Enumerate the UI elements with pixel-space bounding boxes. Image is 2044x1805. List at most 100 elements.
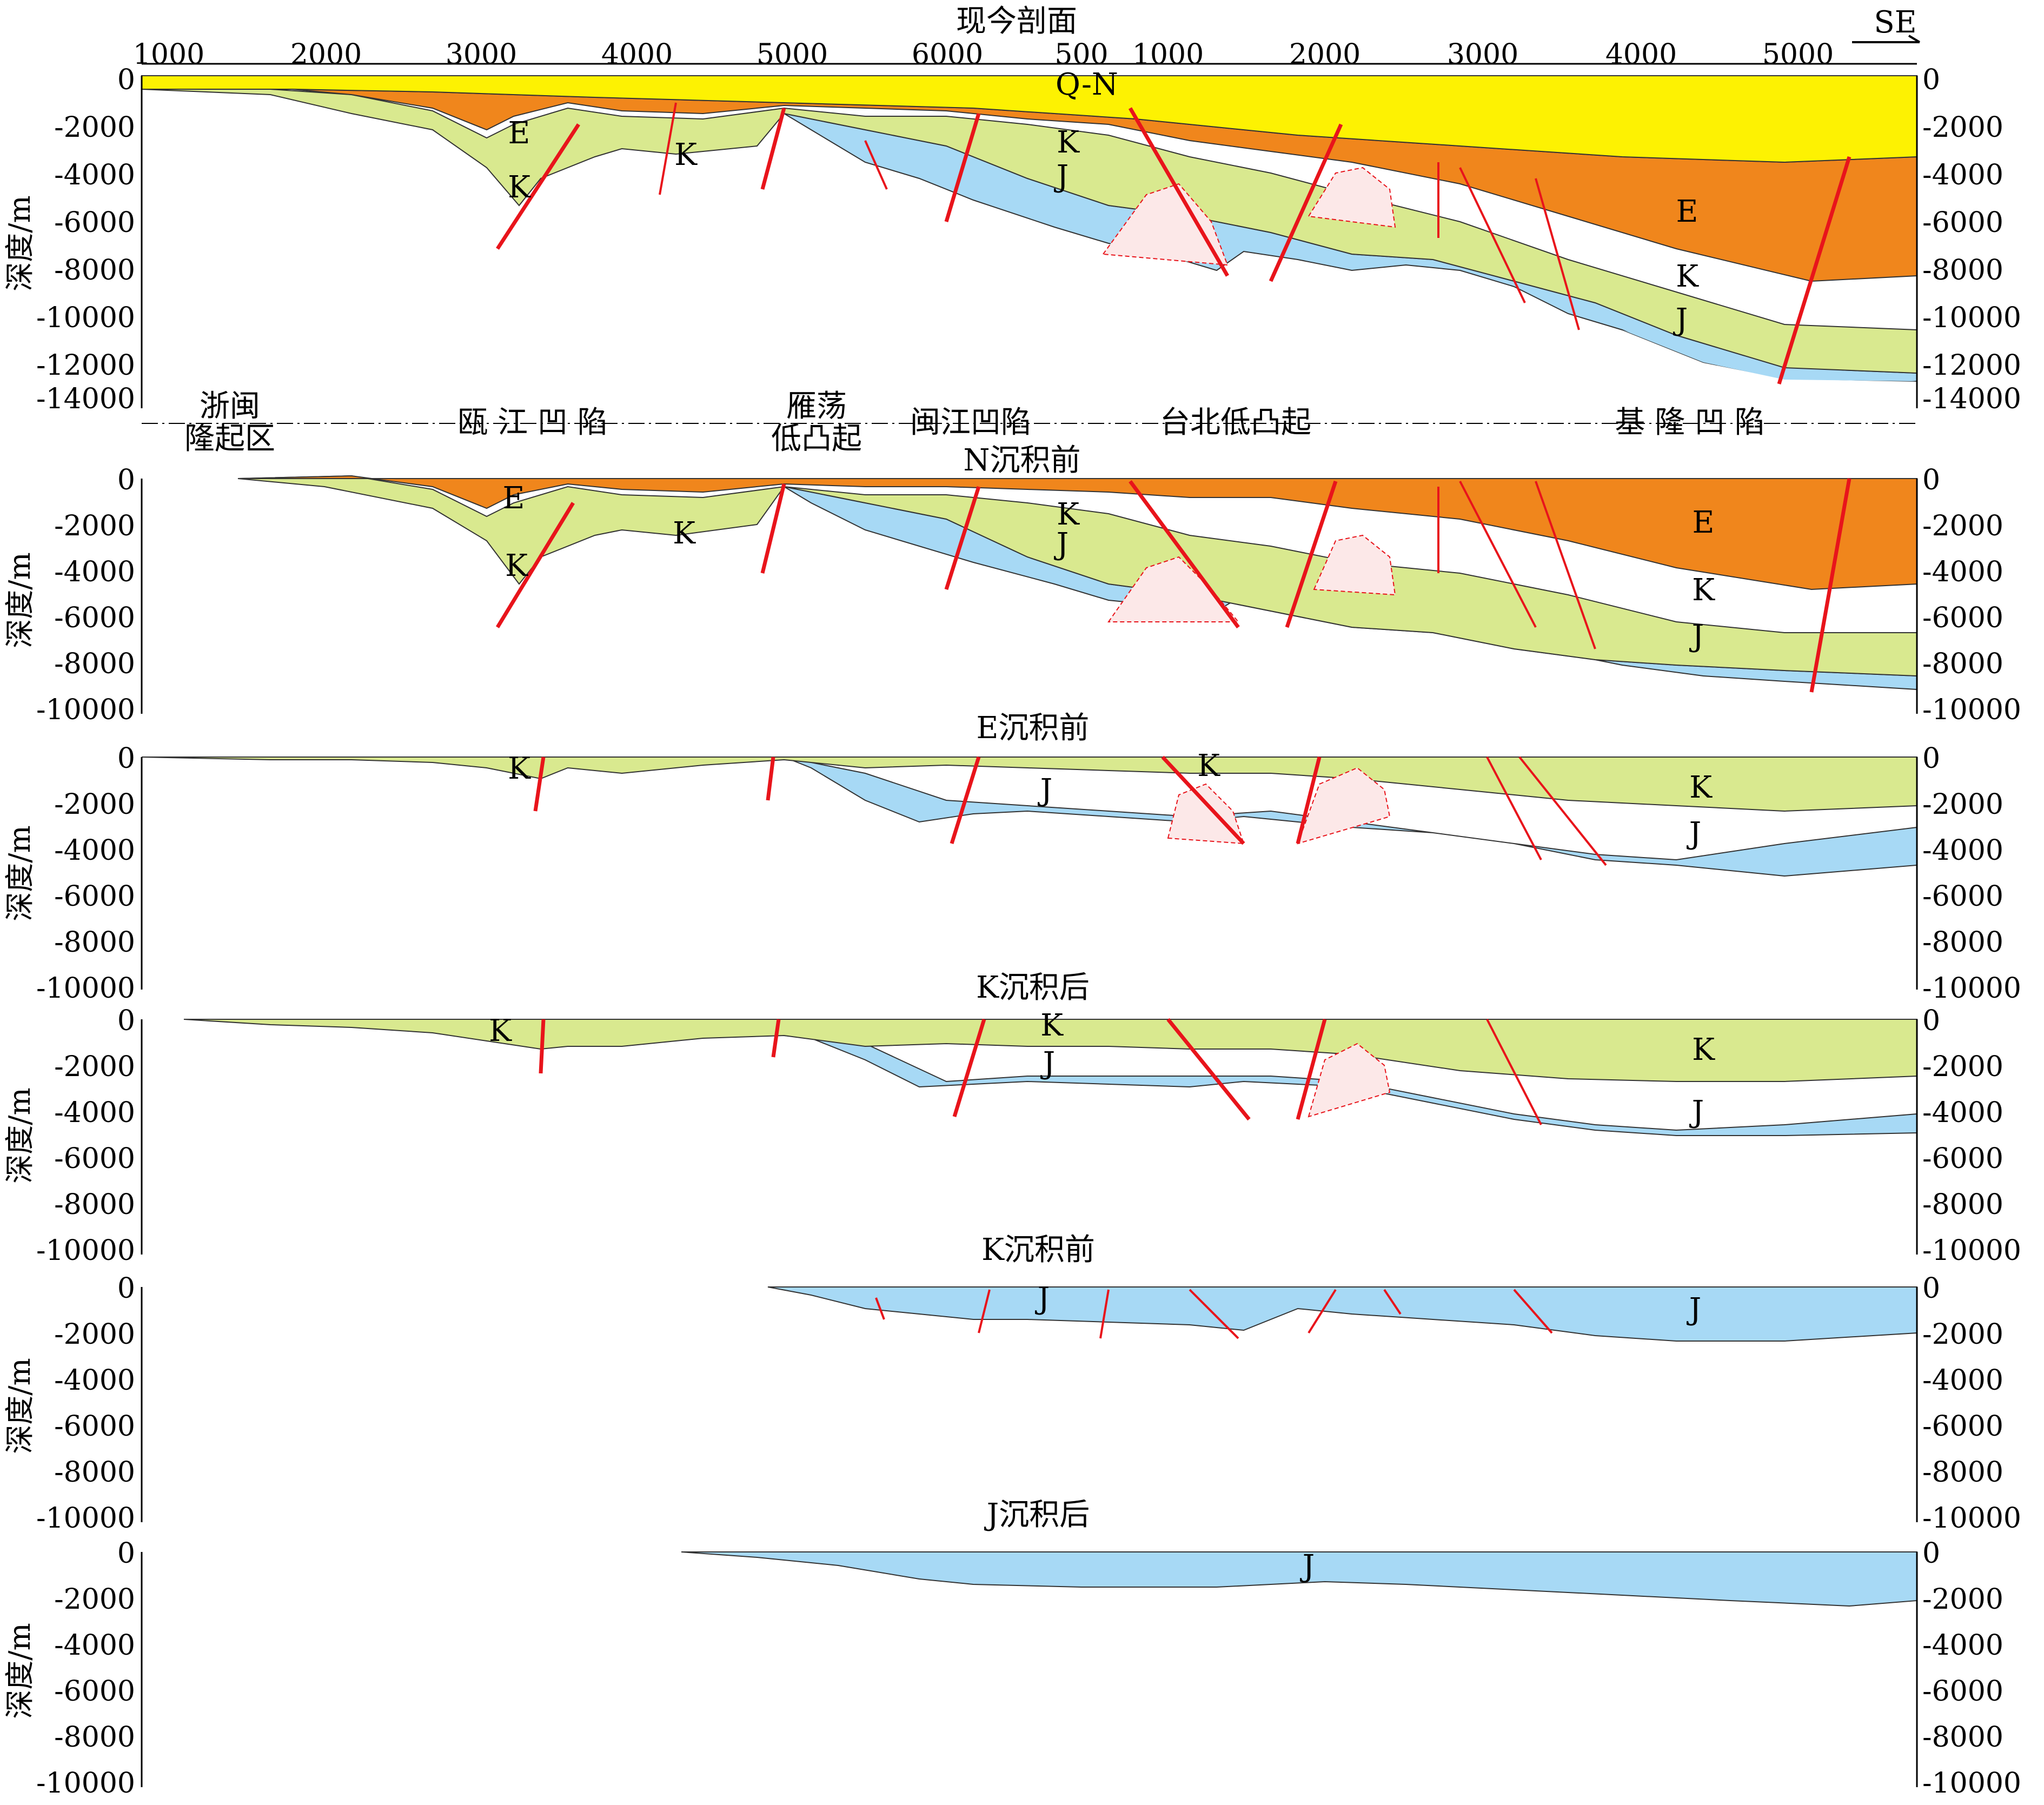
depth-ticks-right: 0 -2000 -4000 -6000 -8000 -10000 — [1922, 464, 2021, 726]
depth-tick: -8000 — [54, 1456, 135, 1489]
depth-tick: -8000 — [1922, 254, 2003, 287]
strata-labels: J — [1300, 1549, 1315, 1584]
volcanic-body — [1313, 534, 1396, 596]
depth-tick: -6000 — [1922, 1675, 2003, 1708]
stratum-label: K — [674, 137, 698, 172]
distance-tick: 1000 — [1132, 38, 1204, 71]
stratum-K — [237, 475, 1917, 677]
stratum-label: E — [508, 116, 530, 151]
depth-tick: -8000 — [54, 254, 135, 287]
region-label: 雁荡 — [786, 389, 847, 424]
stratum-K — [183, 1019, 1917, 1082]
depth-tick: -4000 — [1922, 1364, 2003, 1397]
stratum-label: K — [1692, 1032, 1715, 1067]
stratum-J-lower — [1622, 330, 1917, 381]
depth-tick: -4000 — [54, 1364, 135, 1397]
depth-ticks-right: 0 -2000 -4000 -6000 -8000 -10000 — [1922, 1005, 2021, 1267]
depth-tick: -6000 — [54, 602, 135, 634]
faults — [496, 102, 1851, 385]
depth-tick: -14000 — [1922, 383, 2021, 415]
panel-title-pre-N: N沉积前 — [964, 443, 1081, 478]
stratum-E — [237, 475, 1917, 590]
strata-labels: J J — [1035, 1281, 1701, 1327]
depth-tick: 0 — [1922, 64, 1940, 96]
depth-tick: -6000 — [1922, 880, 2003, 913]
depth-tick: -2000 — [1922, 1318, 2003, 1351]
stratum-label: K — [508, 751, 531, 786]
depth-tick: -6000 — [1922, 602, 2003, 634]
depth-tick: -4000 — [1922, 834, 2003, 867]
depth-tick: -8000 — [1922, 1456, 2003, 1489]
volcanic-body — [1107, 556, 1240, 622]
volcanic-body — [1308, 1043, 1391, 1118]
stratum-label: K — [505, 548, 528, 583]
depth-tick: -2000 — [1922, 1583, 2003, 1616]
depth-tick: -10000 — [36, 694, 135, 726]
depth-tick: 0 — [1922, 1272, 1940, 1305]
depth-tick: -6000 — [1922, 1143, 2003, 1175]
distance-tick: 2000 — [290, 38, 362, 71]
distance-tick: 6000 — [912, 38, 983, 71]
depth-tick: -12000 — [1922, 349, 2021, 382]
depth-tick: -2000 — [1922, 1051, 2003, 1083]
region-label: 低凸起 — [771, 421, 862, 456]
volcanic-body — [1297, 767, 1391, 845]
depth-tick: -8000 — [54, 1189, 135, 1221]
panel-title-pre-E: E沉积前 — [977, 711, 1090, 746]
depth-tick: -12000 — [36, 349, 135, 382]
stratum-label: E — [1693, 505, 1715, 540]
depth-tick: 0 — [117, 742, 135, 775]
depth-tick: -8000 — [54, 926, 135, 959]
depth-tick: 0 — [1922, 742, 1940, 775]
depth-tick: -2000 — [54, 510, 135, 542]
depth-axis-label: 深度/m — [3, 1623, 37, 1718]
depth-tick: -4000 — [1922, 1097, 2003, 1129]
depth-tick: -2000 — [1922, 788, 2003, 821]
panel-post-J: J沉积后 J 深度/m 0 -2000 -4000 -6000 -8000 -1… — [3, 1497, 2021, 1800]
distance-tick: 3000 — [446, 38, 517, 71]
depth-axis-label: 深度/m — [3, 1087, 37, 1183]
stratum-label: K — [1689, 770, 1713, 805]
depth-axis-label: 深度/m — [3, 195, 37, 291]
region-label: 闽江凹陷 — [910, 405, 1031, 440]
depth-tick: -10000 — [36, 972, 135, 1005]
panel-title-pre-K: K沉积前 — [981, 1232, 1095, 1268]
depth-ticks-left: 0 -2000 -4000 -6000 -8000 -10000 — [36, 464, 135, 726]
depth-tick: -10000 — [36, 1235, 135, 1267]
depth-tick: -10000 — [1922, 1235, 2021, 1267]
depth-tick: -4000 — [54, 1097, 135, 1129]
strata-labels: K J K K J — [508, 748, 1713, 851]
region-label: 基 隆 凹 陷 — [1615, 405, 1764, 440]
panel-pre-E: E沉积前 K J K K J 深度/m 0 -2000 -4000 — [3, 711, 2021, 1005]
distance-axis: 1000 2000 3000 4000 5000 6000 500 1000 2… — [133, 38, 1917, 71]
depth-tick: -2000 — [1922, 510, 2003, 542]
region-bar: 浙闽 隆起区 瓯 江 凹 陷 雁荡 低凸起 闽江凹陷 台北低凸起 基 隆 凹 陷 — [142, 389, 1917, 456]
depth-tick: -8000 — [1922, 1721, 2003, 1754]
panel-pre-K: K沉积前 J J 深度/m 0 -2000 -4000 -6000 -8000 … — [3, 1232, 2021, 1535]
depth-tick: -2000 — [54, 1051, 135, 1083]
faults — [496, 478, 1851, 693]
panel-post-K: K沉积后 K K J K J 深度/m 0 -2000 -4000 -6000 — [3, 970, 2021, 1267]
stratum-label: K — [1057, 125, 1080, 160]
depth-axis-label: 深度/m — [3, 825, 37, 921]
depth-ticks-left: 0 -2000 -4000 -6000 -8000 -10000 -12000 … — [36, 64, 135, 415]
stratum-label: K — [673, 516, 696, 551]
distance-tick: 1000 — [133, 38, 204, 71]
depth-tick: -8000 — [54, 648, 135, 680]
depth-axis-label: 深度/m — [3, 552, 37, 648]
stratum-J — [681, 1551, 1917, 1607]
depth-tick: -6000 — [1922, 207, 2003, 239]
stratum-label: K — [1057, 497, 1080, 532]
faults — [533, 755, 1607, 866]
depth-tick: -10000 — [1922, 972, 2021, 1005]
depth-ticks-left: 0 -2000 -4000 -6000 -8000 -10000 — [36, 1272, 135, 1535]
panel-present: 现今剖面 SE 1000 2000 3000 4000 5000 6000 50… — [3, 4, 2021, 456]
depth-tick: -6000 — [54, 1410, 135, 1443]
depth-tick: -2000 — [1922, 111, 2003, 144]
stratum-K — [141, 756, 1917, 812]
depth-tick: -8000 — [1922, 926, 2003, 959]
depth-ticks-right: 0 -2000 -4000 -6000 -8000 -10000 -12000 … — [1922, 64, 2021, 415]
distance-tick: 4000 — [1605, 38, 1677, 71]
depth-tick: -8000 — [54, 1721, 135, 1754]
